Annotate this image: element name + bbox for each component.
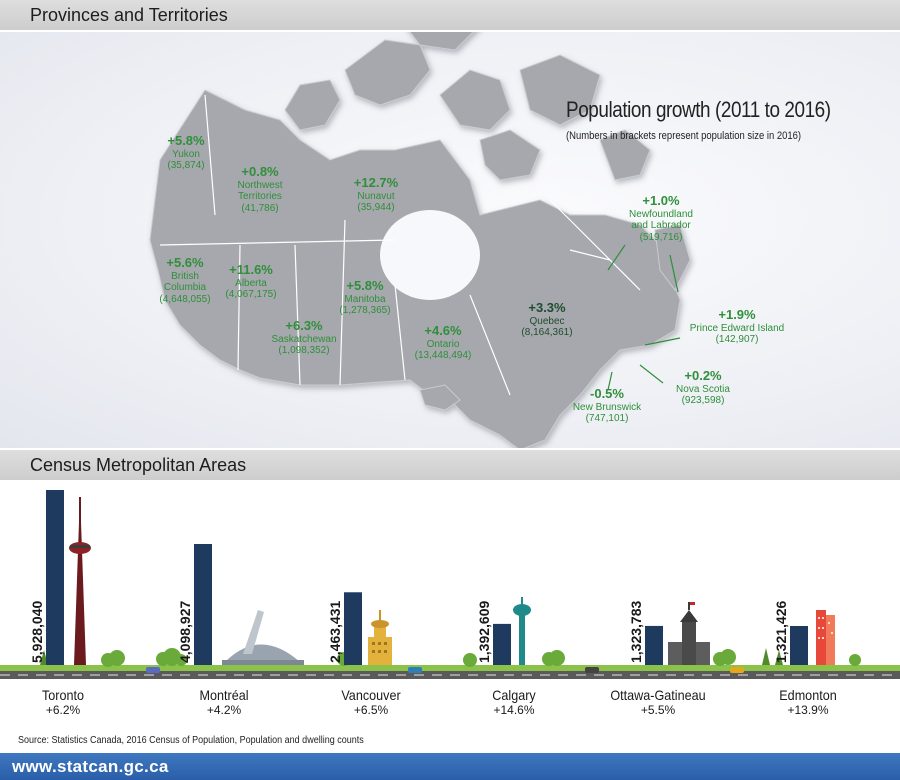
province-label-nova-scotia: +0.2% Nova Scotia (923,598) bbox=[676, 368, 730, 407]
province-label-alberta: +11.6% Alberta (4,067,175) bbox=[225, 262, 277, 301]
cma-chart-panel: 5,928,040 4,098,927 2,463,431 1,392,609 1,32… bbox=[0, 482, 900, 732]
source-note: Source: Statistics Canada, 2016 Census o… bbox=[18, 735, 364, 746]
car-icon bbox=[146, 667, 744, 673]
grass-strip bbox=[0, 665, 900, 671]
footer-url-link[interactable]: www.statcan.gc.ca bbox=[12, 757, 169, 776]
trees bbox=[101, 648, 861, 667]
value-label-ottawa-gatineau: 1,323,783 bbox=[628, 601, 644, 663]
harbour-centre-icon bbox=[368, 610, 392, 665]
canada-map bbox=[149, 32, 691, 448]
province-label-northwest-territories: +0.8% Northwest Territories (41,786) bbox=[237, 164, 283, 214]
canada-map-panel: Population growth (2011 to 2016) (Number… bbox=[0, 32, 900, 448]
province-label-newfoundland: +1.0% Newfoundland and Labrador (519,716… bbox=[629, 193, 693, 243]
city-label-calgary: Calgary +14.6% bbox=[492, 687, 536, 717]
value-label-edmonton: 1,321,426 bbox=[773, 601, 789, 663]
value-label-montr-al: 4,098,927 bbox=[177, 601, 193, 663]
city-label-montreal: Montréal +4.2% bbox=[199, 687, 249, 717]
bars-layer: 5,928,040 4,098,927 2,463,431 1,392,609 1,32… bbox=[29, 490, 808, 665]
province-label-quebec: +3.3% Quebec (8,164,361) bbox=[521, 300, 573, 339]
leader-lines bbox=[607, 244, 681, 391]
provinces-section-title: Provinces and Territories bbox=[30, 5, 228, 25]
value-label-vancouver: 2,463,431 bbox=[327, 601, 343, 663]
calgary-tower-icon bbox=[513, 597, 531, 665]
province-label-prince-edward-island: +1.9% Prince Edward Island (142,907) bbox=[689, 307, 785, 346]
province-label-british-columbia: +5.6% British Columbia (4,648,055) bbox=[159, 255, 211, 305]
province-borders bbox=[159, 94, 641, 396]
city-label-vancouver: Vancouver +6.5% bbox=[341, 687, 401, 717]
parliament-icon bbox=[668, 602, 710, 665]
bar-calgary bbox=[493, 623, 511, 665]
province-label-nunavut: +12.7% Nunavut (35,944) bbox=[353, 175, 399, 214]
map-subtitle: (Numbers in brackets represent populatio… bbox=[566, 130, 802, 142]
map-title: Population growth (2011 to 2016) bbox=[566, 97, 831, 122]
cma-section-header: Census Metropolitan Areas bbox=[0, 450, 900, 480]
cma-section-title: Census Metropolitan Areas bbox=[30, 455, 247, 475]
bar-vancouver bbox=[344, 592, 362, 665]
edmonton-towers-icon bbox=[816, 610, 835, 665]
value-label-toronto: 5,928,040 bbox=[29, 601, 45, 663]
bar-edmonton bbox=[790, 625, 808, 665]
province-label-saskatchewan: +6.3% Saskatchewan (1,098,352) bbox=[271, 318, 337, 357]
city-label-ottawa-gatineau: Ottawa-Gatineau +5.5% bbox=[610, 687, 706, 717]
provinces-section-header: Provinces and Territories bbox=[0, 0, 900, 30]
hudson-bay bbox=[380, 210, 480, 300]
city-label-toronto: Toronto +6.2% bbox=[41, 687, 85, 717]
province-label-yukon: +5.8% Yukon (35,874) bbox=[167, 133, 205, 172]
province-label-ontario: +4.6% Ontario (13,448,494) bbox=[414, 323, 472, 362]
footer-bar: www.statcan.gc.ca bbox=[0, 753, 900, 780]
value-label-calgary: 1,392,609 bbox=[476, 601, 492, 663]
cn-tower-icon bbox=[69, 497, 91, 665]
cma-bar-chart: 5,928,040 4,098,927 2,463,431 1,392,609 1,32… bbox=[0, 490, 900, 679]
bar-montr-al bbox=[194, 543, 212, 665]
bar-toronto bbox=[46, 490, 64, 665]
province-label-new-brunswick: -0.5% New Brunswick (747,101) bbox=[572, 386, 642, 425]
olympic-stadium-icon bbox=[222, 610, 304, 665]
bar-ottawa-gatineau bbox=[645, 625, 663, 665]
city-label-edmonton: Edmonton +13.9% bbox=[779, 687, 837, 717]
province-label-manitoba: +5.8% Manitoba (1,278,365) bbox=[339, 278, 391, 317]
